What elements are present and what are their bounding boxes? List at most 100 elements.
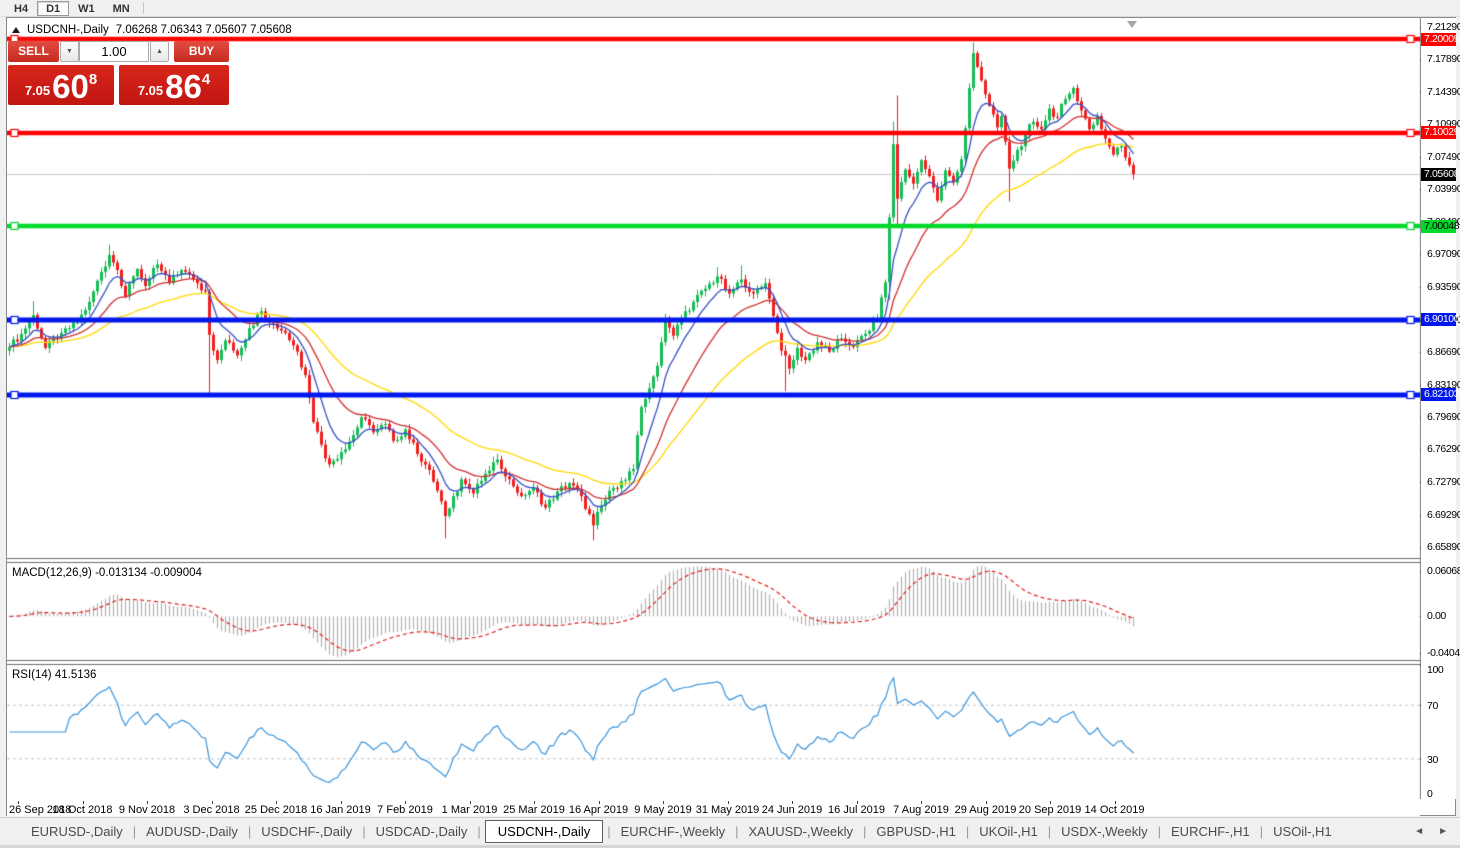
timeframe-button-w1[interactable]: W1 — [78, 2, 95, 15]
date-axis[interactable]: 26 Sep 2018 18 Oct 2018 9 Nov 2018 3 Dec 20… — [7, 801, 1420, 816]
sell-button[interactable]: SELL — [8, 41, 59, 62]
date-tick — [985, 801, 987, 804]
price-tick-label: 6.65890 — [1427, 540, 1460, 553]
date-label: 3 Dec 2018 — [183, 804, 240, 816]
macd-indicator-label: MACD(12,26,9) -0.013134 -0.009004 — [12, 567, 202, 579]
one-click-trade-panel: SELL ▼ 1.00 ▲ BUY 7.05 60 8 7.05 86 4 — [8, 41, 229, 105]
price-badge-7.20009: 7.20009 — [1421, 32, 1460, 46]
chart-symbol-title: USDCNH-,Daily — [27, 24, 109, 36]
tab-ukoil-h1[interactable]: UKOil-,H1 — [979, 824, 1038, 839]
price-axis[interactable]: 7.21290 7.17890 7.14390 7.10990 7.07490 7.039… — [1421, 18, 1460, 800]
sell-price[interactable]: 7.05 60 8 — [8, 65, 114, 105]
price-chart-canvas[interactable] — [7, 18, 1455, 799]
date-tick — [82, 801, 84, 804]
price-tick-label: 7.03990 — [1427, 183, 1460, 196]
date-label: 25 Dec 2018 — [244, 804, 308, 816]
volume-input[interactable]: 1.00 — [79, 41, 149, 62]
date-tick — [921, 801, 922, 804]
price-badge-7.10029: 7.10029 — [1421, 126, 1460, 140]
tab-separator: | — [477, 824, 481, 839]
tab-eurusd-daily[interactable]: EURUSD-,Daily — [31, 824, 123, 839]
date-label: 20 Sep 2019 — [1018, 804, 1082, 816]
date-label: 9 Nov 2018 — [118, 804, 176, 816]
tab-scroll-arrows: ◄ ► — [1414, 826, 1460, 837]
date-label: 16 Jan 2019 — [310, 804, 371, 816]
price-tick-label: 7.17890 — [1427, 52, 1460, 65]
buy-button[interactable]: BUY — [174, 41, 229, 62]
symbol-tab-bar: EURUSD-,Daily | AUDUSD-,Daily | USDCHF-,Dail… — [0, 817, 1460, 845]
date-tick — [1114, 801, 1116, 804]
tab-usdchf-daily[interactable]: USDCHF-,Daily — [261, 824, 353, 839]
price-tick-label: 6.83190 — [1427, 378, 1460, 391]
price-tick-label: 6.79690 — [1427, 411, 1460, 424]
chart-ohlc-values: 7.06268 7.06343 7.05607 7.05608 — [115, 24, 292, 36]
date-label: 25 Mar 2019 — [503, 804, 565, 816]
date-label: 9 May 2019 — [634, 804, 692, 816]
tab-scroll-left-icon[interactable]: ◄ — [1414, 826, 1425, 837]
date-tick — [663, 801, 664, 804]
macd-axis-label: 0.060687 — [1427, 565, 1460, 577]
tab-usoil-h1[interactable]: USOil-,H1 — [1273, 824, 1332, 839]
date-tick — [792, 801, 793, 804]
date-label: 14 Oct 2019 — [1084, 804, 1145, 816]
rsi-axis-label: 30 — [1427, 753, 1438, 766]
tab-usdcnh-daily[interactable]: USDCNH-,Daily — [484, 820, 604, 843]
tab-scroll-right-icon[interactable]: ► — [1438, 826, 1448, 837]
tab-separator: | — [607, 824, 611, 839]
volume-increase-icon[interactable]: ▲ — [150, 41, 169, 62]
macd-axis-label: 0.00 — [1427, 610, 1446, 623]
timeframe-button-d1[interactable]: D1 — [37, 0, 70, 16]
date-tick — [727, 801, 729, 804]
date-tick — [534, 801, 535, 804]
tab-xauusd-weekly[interactable]: XAUUSD-,Weekly — [748, 824, 854, 839]
price-tick-label: 7.07490 — [1427, 150, 1460, 163]
date-tick — [1050, 801, 1051, 804]
timeframe-toolbar: H4 D1 W1 MN — [0, 0, 1460, 17]
chart-title-row: USDCNH-,Daily 7.06268 7.06343 7.05607 7.… — [12, 24, 292, 36]
date-label: 7 Aug 2019 — [893, 804, 949, 816]
tab-separator: | — [362, 824, 366, 839]
toolbar-separator — [142, 2, 144, 14]
price-tick-label: 6.93590 — [1427, 280, 1460, 293]
timeframe-button-mn[interactable]: MN — [112, 2, 130, 15]
tab-separator: | — [735, 824, 739, 839]
chart-window: USDCNH-,Daily 7.06268 7.06343 7.05607 7.… — [6, 17, 1460, 816]
tab-separator: | — [1157, 824, 1162, 839]
timeframe-button-h4[interactable]: H4 — [14, 2, 29, 15]
date-tick — [211, 801, 213, 804]
price-badge-6.82103: 6.82103 — [1421, 388, 1460, 402]
rsi-axis-label: 100 — [1427, 664, 1444, 676]
tab-separator: | — [1047, 824, 1052, 839]
date-label: 24 Jun 2019 — [761, 804, 823, 816]
date-tick — [856, 801, 858, 804]
price-tick-label: 6.72790 — [1427, 476, 1460, 489]
volume-decrease-icon[interactable]: ▼ — [60, 41, 79, 62]
rsi-axis-label: 70 — [1427, 700, 1438, 713]
date-tick — [276, 801, 277, 804]
price-tick-label: 6.86690 — [1427, 345, 1460, 358]
date-tick — [147, 801, 148, 804]
tab-usdx-weekly[interactable]: USDX-,Weekly — [1061, 824, 1148, 839]
tab-eurchf-h1[interactable]: EURCHF-,H1 — [1171, 824, 1250, 839]
price-badge-7.05608: 7.05608 — [1421, 167, 1460, 181]
date-label: 1 Mar 2019 — [441, 804, 498, 816]
date-tick — [469, 801, 471, 804]
price-tick-label: 6.76290 — [1427, 443, 1460, 456]
tab-separator: | — [965, 824, 970, 839]
tab-separator: | — [1259, 824, 1264, 839]
tab-gbpusd-h1[interactable]: GBPUSD-,H1 — [876, 824, 956, 839]
price-tick-label: 6.69290 — [1427, 509, 1460, 522]
date-tick — [598, 801, 600, 804]
date-label: 29 Aug 2019 — [954, 804, 1017, 816]
collapse-chart-icon[interactable] — [12, 27, 20, 33]
tab-usdcad-daily[interactable]: USDCAD-,Daily — [375, 824, 468, 839]
tab-separator: | — [863, 824, 867, 839]
tab-audusd-daily[interactable]: AUDUSD-,Daily — [146, 824, 238, 839]
date-label: 7 Feb 2019 — [377, 804, 433, 816]
date-label: 18 Oct 2018 — [52, 804, 113, 816]
tab-eurchf-weekly[interactable]: EURCHF-,Weekly — [620, 824, 726, 839]
chart-shift-marker-icon[interactable] — [1127, 21, 1137, 28]
tab-separator: | — [132, 824, 137, 839]
price-tick-label: 7.21290 — [1427, 20, 1460, 33]
buy-price[interactable]: 7.05 86 4 — [119, 65, 229, 105]
